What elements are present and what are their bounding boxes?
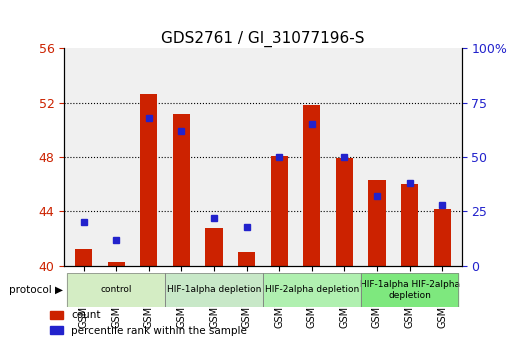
Title: GDS2761 / GI_31077196-S: GDS2761 / GI_31077196-S bbox=[161, 31, 365, 47]
Text: HIF-1alpha HIF-2alpha
depletion: HIF-1alpha HIF-2alpha depletion bbox=[360, 280, 460, 299]
Bar bbox=[401, 184, 418, 266]
Text: HIF-1alpha depletion: HIF-1alpha depletion bbox=[167, 285, 261, 294]
Text: control: control bbox=[101, 285, 132, 294]
Bar bbox=[173, 114, 190, 266]
Bar bbox=[206, 228, 223, 266]
Text: protocol ▶: protocol ▶ bbox=[9, 285, 64, 295]
Bar bbox=[165, 273, 263, 307]
Bar bbox=[140, 95, 157, 266]
Bar bbox=[433, 209, 451, 266]
Bar bbox=[67, 273, 165, 307]
Bar bbox=[361, 273, 459, 307]
Bar bbox=[165, 273, 263, 307]
Bar bbox=[263, 273, 361, 307]
Legend: count, percentile rank within the sample: count, percentile rank within the sample bbox=[46, 306, 251, 340]
Bar bbox=[75, 249, 92, 266]
Bar bbox=[108, 262, 125, 266]
Bar bbox=[336, 158, 353, 266]
Bar bbox=[238, 252, 255, 266]
Bar bbox=[271, 156, 288, 266]
Bar bbox=[303, 105, 320, 266]
Bar bbox=[67, 273, 165, 307]
Bar bbox=[263, 273, 361, 307]
Bar bbox=[361, 273, 459, 307]
Bar bbox=[368, 180, 386, 266]
Text: HIF-2alpha depletion: HIF-2alpha depletion bbox=[265, 285, 359, 294]
